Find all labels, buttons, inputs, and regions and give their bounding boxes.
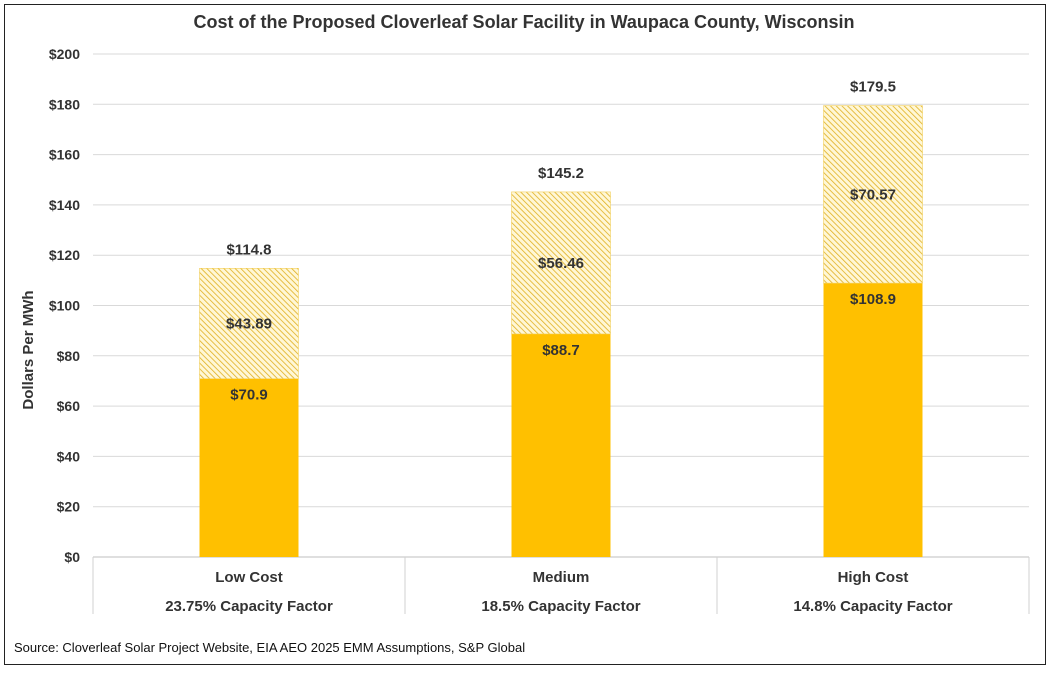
y-tick-label: $80 bbox=[57, 348, 81, 364]
data-label-base: $88.7 bbox=[542, 342, 580, 359]
x-subcategory-label: 18.5% Capacity Factor bbox=[481, 598, 640, 615]
data-label-total: $179.5 bbox=[850, 79, 896, 96]
chart-title: Cost of the Proposed Cloverleaf Solar Fa… bbox=[193, 12, 855, 32]
y-tick-label: $160 bbox=[49, 147, 80, 163]
x-tick-label: Low Cost bbox=[215, 569, 283, 586]
data-label-additional: $43.89 bbox=[226, 315, 272, 332]
data-label-base: $70.9 bbox=[230, 387, 268, 404]
x-subcategory-label: 14.8% Capacity Factor bbox=[793, 598, 952, 615]
y-tick-label: $20 bbox=[57, 499, 81, 515]
y-tick-label: $180 bbox=[49, 96, 80, 112]
bar-base bbox=[199, 378, 299, 557]
x-tick-label: Medium bbox=[533, 569, 590, 586]
bar-base bbox=[823, 283, 923, 557]
data-label-additional: $70.57 bbox=[850, 186, 896, 203]
y-tick-label: $100 bbox=[49, 298, 80, 314]
x-tick-label: High Cost bbox=[838, 569, 909, 586]
y-tick-label: $120 bbox=[49, 247, 80, 263]
bar-base bbox=[511, 333, 611, 557]
data-label-total: $145.2 bbox=[538, 165, 584, 182]
y-axis-label: Dollars Per MWh bbox=[20, 290, 37, 409]
data-label-total: $114.8 bbox=[226, 241, 271, 258]
data-label-base: $108.9 bbox=[850, 291, 896, 308]
source-note: Source: Cloverleaf Solar Project Website… bbox=[14, 640, 526, 655]
y-tick-label: $40 bbox=[57, 448, 81, 464]
y-tick-label: $0 bbox=[64, 549, 80, 565]
y-tick-label: $140 bbox=[49, 197, 80, 213]
bar-additional bbox=[511, 191, 611, 335]
y-tick-label: $200 bbox=[49, 46, 80, 62]
data-label-additional: $56.46 bbox=[538, 255, 584, 272]
bar-additional bbox=[823, 105, 923, 284]
bar-additional bbox=[199, 268, 299, 379]
x-subcategory-label: 23.75% Capacity Factor bbox=[165, 598, 333, 615]
y-tick-label: $60 bbox=[57, 398, 81, 414]
